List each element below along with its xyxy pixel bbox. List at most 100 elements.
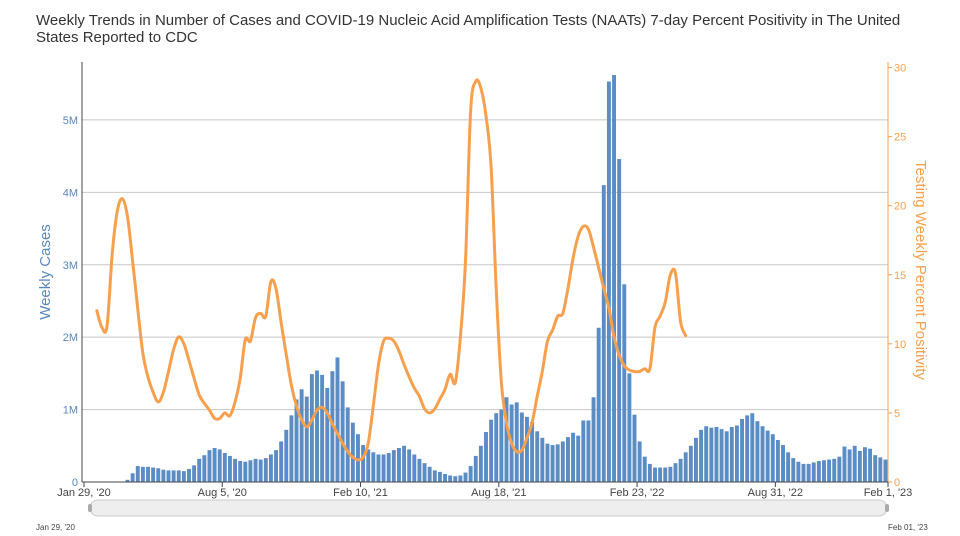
range-slider-handle-right[interactable] bbox=[885, 504, 889, 512]
case-bar[interactable] bbox=[437, 471, 442, 482]
case-bar[interactable] bbox=[857, 450, 862, 482]
case-bar[interactable] bbox=[699, 429, 704, 482]
case-bar[interactable] bbox=[263, 458, 268, 482]
case-bar[interactable] bbox=[755, 421, 760, 482]
case-bar[interactable] bbox=[427, 466, 432, 482]
case-bar[interactable] bbox=[192, 465, 197, 482]
case-bar[interactable] bbox=[350, 422, 355, 482]
case-bar[interactable] bbox=[197, 458, 202, 482]
case-bar[interactable] bbox=[227, 455, 232, 482]
case-bar[interactable] bbox=[565, 437, 570, 482]
case-bar[interactable] bbox=[673, 463, 678, 482]
range-slider-handle-left[interactable] bbox=[88, 504, 92, 512]
case-bar[interactable] bbox=[555, 444, 560, 482]
case-bar[interactable] bbox=[181, 471, 186, 482]
case-bar[interactable] bbox=[376, 454, 381, 482]
case-bar[interactable] bbox=[878, 457, 883, 482]
case-bar[interactable] bbox=[335, 357, 340, 482]
case-bar[interactable] bbox=[289, 415, 294, 482]
case-bar[interactable] bbox=[683, 452, 688, 482]
case-bar[interactable] bbox=[391, 450, 396, 482]
case-bar[interactable] bbox=[125, 479, 130, 482]
case-bar[interactable] bbox=[304, 396, 309, 482]
case-bar[interactable] bbox=[637, 441, 642, 482]
case-bar[interactable] bbox=[202, 455, 207, 482]
range-slider-track[interactable] bbox=[89, 499, 888, 517]
case-bar[interactable] bbox=[734, 425, 739, 482]
case-bar[interactable] bbox=[668, 466, 673, 482]
case-bar[interactable] bbox=[489, 419, 494, 482]
case-bar[interactable] bbox=[560, 441, 565, 482]
case-bar[interactable] bbox=[140, 466, 145, 482]
case-bar[interactable] bbox=[156, 468, 161, 482]
case-bar[interactable] bbox=[606, 81, 611, 482]
case-bar[interactable] bbox=[217, 449, 222, 482]
case-bar[interactable] bbox=[222, 453, 227, 482]
case-bar[interactable] bbox=[243, 461, 248, 482]
case-bar[interactable] bbox=[535, 431, 540, 482]
case-bar[interactable] bbox=[356, 434, 360, 482]
case-bar[interactable] bbox=[816, 461, 821, 482]
case-bar[interactable] bbox=[484, 432, 488, 482]
case-bar[interactable] bbox=[678, 458, 683, 482]
case-bar[interactable] bbox=[345, 407, 350, 482]
case-bar[interactable] bbox=[443, 474, 447, 482]
case-bar[interactable] bbox=[478, 445, 483, 482]
case-bar[interactable] bbox=[146, 466, 150, 482]
case-bar[interactable] bbox=[381, 454, 386, 482]
case-bar[interactable] bbox=[171, 470, 176, 482]
case-bar[interactable] bbox=[361, 445, 366, 482]
case-bar[interactable] bbox=[822, 460, 826, 482]
case-bar[interactable] bbox=[504, 397, 509, 482]
case-bar[interactable] bbox=[781, 445, 785, 482]
case-bar[interactable] bbox=[448, 475, 453, 482]
case-bar[interactable] bbox=[233, 458, 238, 482]
case-bar[interactable] bbox=[760, 426, 765, 482]
case-bar[interactable] bbox=[647, 463, 652, 482]
case-bar[interactable] bbox=[315, 370, 319, 482]
case-bar[interactable] bbox=[187, 468, 191, 482]
case-bar[interactable] bbox=[468, 466, 473, 482]
case-bar[interactable] bbox=[412, 454, 417, 482]
case-bar[interactable] bbox=[658, 467, 663, 482]
case-bar[interactable] bbox=[463, 472, 468, 482]
case-bar[interactable] bbox=[550, 445, 555, 482]
case-bar[interactable] bbox=[796, 461, 801, 482]
case-bar[interactable] bbox=[576, 435, 581, 482]
case-bar[interactable] bbox=[238, 461, 243, 482]
case-bar[interactable] bbox=[601, 185, 606, 482]
case-bar[interactable] bbox=[719, 429, 724, 482]
case-bar[interactable] bbox=[340, 381, 345, 482]
case-bar[interactable] bbox=[596, 327, 601, 482]
case-bar[interactable] bbox=[653, 467, 657, 482]
case-bar[interactable] bbox=[571, 432, 576, 482]
case-bar[interactable] bbox=[847, 449, 852, 482]
case-bar[interactable] bbox=[688, 445, 693, 482]
case-bar[interactable] bbox=[740, 419, 745, 482]
case-bar[interactable] bbox=[801, 463, 806, 482]
case-bar[interactable] bbox=[530, 421, 535, 482]
case-bar[interactable] bbox=[386, 453, 391, 482]
case-bar[interactable] bbox=[473, 455, 478, 482]
case-bar[interactable] bbox=[161, 469, 166, 482]
case-bar[interactable] bbox=[842, 446, 847, 482]
case-bar[interactable] bbox=[268, 454, 273, 482]
case-bar[interactable] bbox=[525, 416, 529, 482]
case-bar[interactable] bbox=[366, 449, 371, 482]
case-bar[interactable] bbox=[371, 452, 376, 482]
case-bar[interactable] bbox=[514, 402, 519, 482]
case-bar[interactable] bbox=[320, 374, 325, 482]
case-bar[interactable] bbox=[663, 467, 668, 482]
case-bar[interactable] bbox=[632, 414, 637, 482]
case-bar[interactable] bbox=[704, 426, 709, 482]
case-bar[interactable] bbox=[827, 459, 832, 482]
case-bar[interactable] bbox=[407, 449, 412, 482]
case-bar[interactable] bbox=[458, 475, 463, 482]
case-bar[interactable] bbox=[453, 476, 458, 482]
case-bar[interactable] bbox=[765, 430, 770, 482]
case-bar[interactable] bbox=[745, 415, 750, 482]
case-bar[interactable] bbox=[417, 458, 422, 482]
case-bar[interactable] bbox=[729, 426, 734, 482]
case-bar[interactable] bbox=[130, 473, 135, 482]
